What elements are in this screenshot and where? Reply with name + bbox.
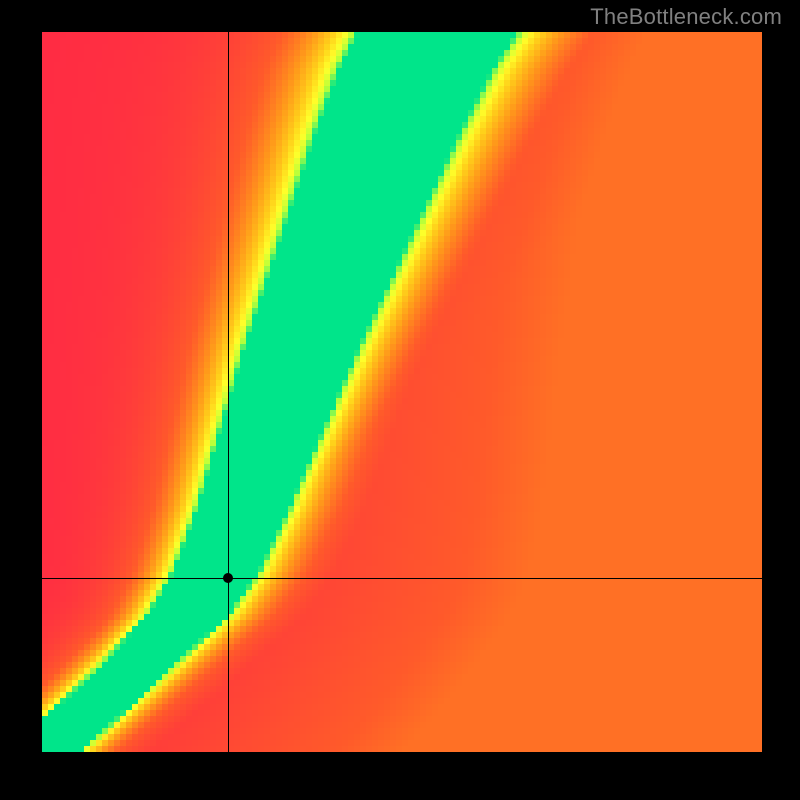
bottleneck-heatmap — [42, 32, 762, 752]
crosshair-vertical — [228, 32, 229, 752]
chart-frame: TheBottleneck.com — [0, 0, 800, 800]
crosshair-horizontal — [42, 578, 762, 579]
watermark-text: TheBottleneck.com — [590, 4, 782, 30]
plot-area — [42, 32, 762, 752]
crosshair-marker — [223, 573, 233, 583]
